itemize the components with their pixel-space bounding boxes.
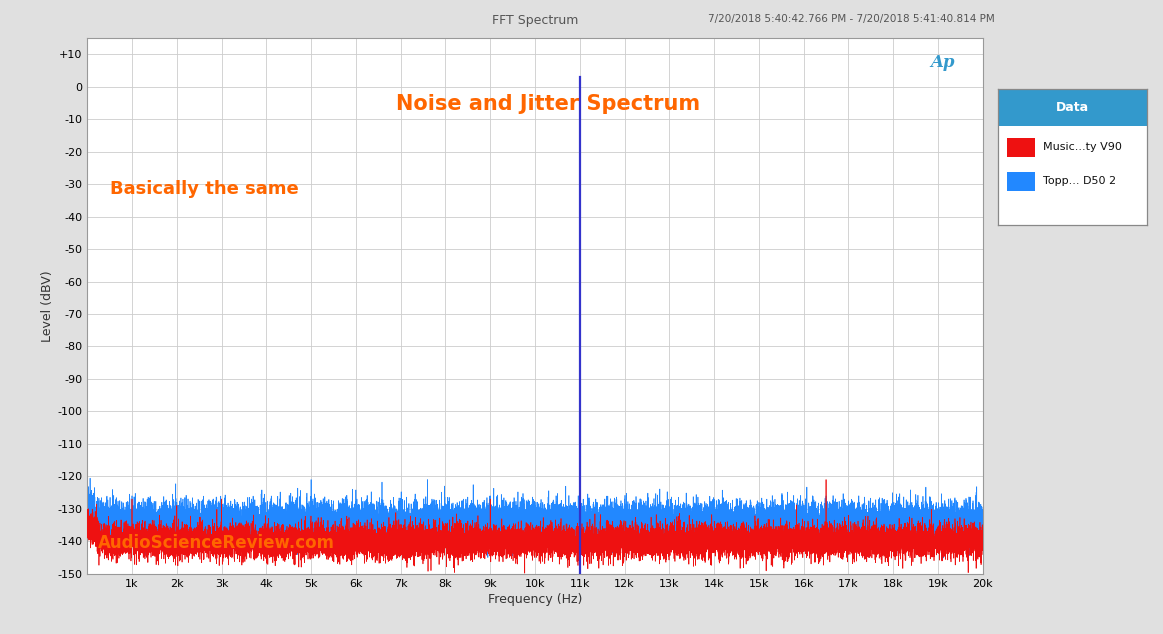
Y-axis label: Level (dBV): Level (dBV): [42, 270, 55, 342]
Text: Data: Data: [1056, 101, 1089, 113]
X-axis label: Frequency (Hz): Frequency (Hz): [487, 593, 583, 606]
Bar: [998, 89, 1147, 126]
Text: Music...ty V90: Music...ty V90: [1042, 143, 1121, 152]
Text: Noise and Jitter Spectrum: Noise and Jitter Spectrum: [397, 94, 700, 114]
Bar: [1007, 138, 1035, 157]
Text: Ap: Ap: [930, 54, 955, 70]
Bar: [1007, 172, 1035, 191]
Text: Topp... D50 2: Topp... D50 2: [1042, 176, 1115, 186]
Text: Basically the same: Basically the same: [109, 180, 299, 198]
Text: FFT Spectrum: FFT Spectrum: [492, 14, 578, 27]
Text: AudioScienceReview.com: AudioScienceReview.com: [98, 534, 335, 552]
Text: 7/20/2018 5:40:42.766 PM - 7/20/2018 5:41:40.814 PM: 7/20/2018 5:40:42.766 PM - 7/20/2018 5:4…: [707, 14, 994, 24]
